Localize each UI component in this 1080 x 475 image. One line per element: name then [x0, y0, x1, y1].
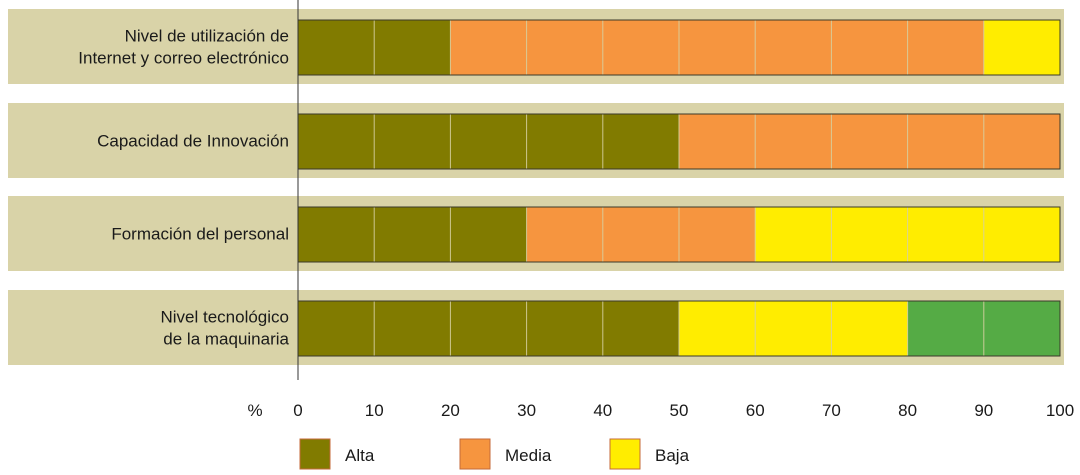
x-tick-label: 70	[822, 401, 841, 420]
legend-label: Baja	[655, 446, 690, 465]
category-label: de la maquinaria	[163, 330, 289, 349]
bar-segment-alta	[298, 114, 679, 169]
legend-label: Alta	[345, 446, 375, 465]
bar-segment-media	[527, 207, 756, 262]
legend-label: Media	[505, 446, 552, 465]
category-label: Formación del personal	[111, 225, 289, 244]
x-tick-label: 10	[365, 401, 384, 420]
x-axis-unit-label: %	[247, 401, 262, 420]
x-tick-label: 20	[441, 401, 460, 420]
x-tick-label: 40	[593, 401, 612, 420]
x-tick-label: 80	[898, 401, 917, 420]
category-label: Capacidad de Innovación	[97, 132, 289, 151]
category-label: Nivel tecnológico	[160, 308, 289, 327]
x-tick-label: 50	[670, 401, 689, 420]
x-axis-tick-labels: 0 10 20 30 40 50 60 70 80 90 100	[293, 401, 1074, 420]
category-label: Internet y correo electrónico	[78, 49, 289, 68]
bar-segment-alta	[298, 301, 679, 356]
category-label: Nivel de utilización de	[125, 27, 289, 46]
legend: Alta Media Baja	[300, 439, 690, 469]
bar-segment-media	[450, 20, 983, 75]
bar-segment-media	[679, 114, 1060, 169]
legend-swatch-alta	[300, 439, 330, 469]
legend-swatch-baja	[610, 439, 640, 469]
legend-swatch-media	[460, 439, 490, 469]
x-tick-label: 100	[1046, 401, 1074, 420]
x-tick-label: 90	[974, 401, 993, 420]
bar-segment-alta	[298, 207, 527, 262]
x-tick-label: 0	[293, 401, 302, 420]
bar-segment-baja	[984, 20, 1060, 75]
bar-segment-baja	[679, 301, 908, 356]
x-tick-label: 60	[746, 401, 765, 420]
x-tick-label: 30	[517, 401, 536, 420]
